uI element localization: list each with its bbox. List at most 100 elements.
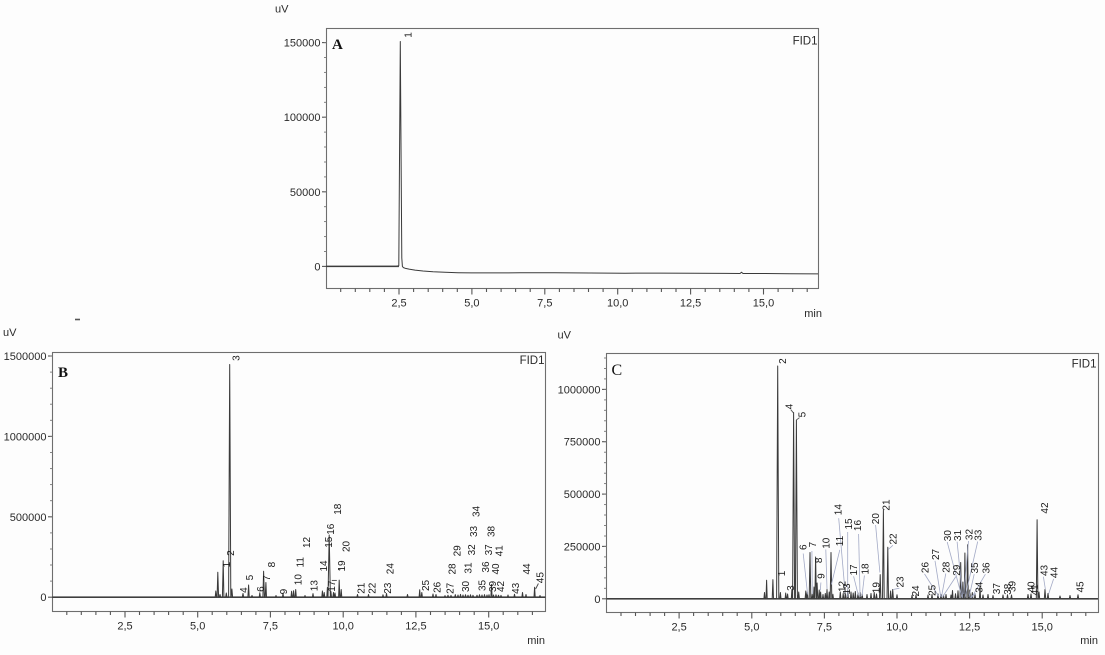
svg-text:5: 5 bbox=[798, 411, 809, 417]
svg-text:uV: uV bbox=[558, 330, 572, 342]
svg-text:19: 19 bbox=[872, 582, 883, 594]
svg-text:10,0: 10,0 bbox=[886, 621, 907, 633]
svg-text:42: 42 bbox=[496, 580, 507, 592]
svg-text:23: 23 bbox=[895, 576, 906, 588]
svg-text:41: 41 bbox=[494, 545, 505, 557]
svg-text:min: min bbox=[1080, 635, 1098, 647]
svg-text:7,5: 7,5 bbox=[817, 621, 832, 633]
svg-text:50000: 50000 bbox=[290, 187, 321, 199]
svg-text:5,0: 5,0 bbox=[744, 621, 759, 633]
svg-text:13: 13 bbox=[842, 583, 853, 595]
svg-text:25: 25 bbox=[421, 579, 432, 591]
svg-text:18: 18 bbox=[333, 503, 344, 515]
svg-text:17: 17 bbox=[327, 580, 338, 592]
svg-text:2,5: 2,5 bbox=[671, 621, 686, 633]
svg-text:7,5: 7,5 bbox=[263, 620, 278, 632]
svg-text:20: 20 bbox=[871, 513, 882, 525]
svg-text:22: 22 bbox=[889, 533, 900, 545]
svg-text:100000: 100000 bbox=[284, 112, 321, 124]
svg-text:41: 41 bbox=[1030, 584, 1041, 596]
svg-text:23: 23 bbox=[383, 582, 394, 594]
svg-text:15,0: 15,0 bbox=[478, 620, 499, 632]
svg-text:500000: 500000 bbox=[564, 489, 601, 501]
svg-text:0: 0 bbox=[40, 592, 46, 604]
svg-text:22: 22 bbox=[368, 582, 379, 594]
svg-text:36: 36 bbox=[981, 562, 992, 574]
svg-text:37: 37 bbox=[484, 544, 495, 556]
svg-text:5,0: 5,0 bbox=[190, 620, 205, 632]
svg-text:A: A bbox=[332, 37, 343, 53]
svg-text:15,0: 15,0 bbox=[1031, 621, 1052, 633]
svg-text:2,5: 2,5 bbox=[391, 297, 406, 309]
svg-text:40: 40 bbox=[491, 563, 502, 575]
svg-text:4: 4 bbox=[239, 587, 250, 593]
svg-text:C: C bbox=[612, 362, 623, 379]
svg-text:18: 18 bbox=[860, 563, 871, 575]
svg-text:11: 11 bbox=[835, 535, 846, 546]
svg-text:16: 16 bbox=[326, 523, 337, 535]
svg-text:B: B bbox=[58, 365, 68, 381]
svg-text:10: 10 bbox=[821, 537, 832, 549]
svg-text:43: 43 bbox=[511, 582, 522, 594]
svg-text:44: 44 bbox=[522, 563, 533, 575]
svg-text:8: 8 bbox=[814, 557, 825, 563]
svg-text:24: 24 bbox=[911, 585, 922, 597]
svg-text:14: 14 bbox=[319, 560, 330, 572]
svg-text:7: 7 bbox=[808, 541, 819, 547]
svg-text:34: 34 bbox=[975, 581, 986, 593]
svg-text:37: 37 bbox=[992, 583, 1003, 595]
svg-text:42: 42 bbox=[1040, 502, 1051, 514]
svg-text:1500000: 1500000 bbox=[4, 351, 47, 363]
svg-text:16: 16 bbox=[853, 520, 864, 532]
svg-text:25: 25 bbox=[928, 584, 939, 596]
svg-text:9: 9 bbox=[817, 573, 828, 579]
svg-text:44: 44 bbox=[1050, 567, 1061, 579]
svg-text:15,0: 15,0 bbox=[753, 297, 774, 309]
svg-text:33: 33 bbox=[974, 529, 985, 541]
svg-text:11: 11 bbox=[296, 557, 307, 568]
svg-text:150000: 150000 bbox=[284, 38, 321, 50]
svg-text:1000000: 1000000 bbox=[4, 431, 47, 443]
svg-text:min: min bbox=[527, 635, 545, 647]
svg-text:uV: uV bbox=[3, 327, 17, 339]
svg-text:3: 3 bbox=[231, 355, 242, 361]
svg-text:8: 8 bbox=[267, 561, 278, 567]
svg-text:1000000: 1000000 bbox=[558, 384, 601, 396]
svg-text:45: 45 bbox=[1075, 581, 1086, 593]
svg-text:10: 10 bbox=[293, 574, 304, 586]
svg-text:7: 7 bbox=[262, 575, 273, 581]
svg-text:26: 26 bbox=[432, 581, 443, 593]
svg-text:FID1: FID1 bbox=[1072, 359, 1097, 371]
svg-text:29: 29 bbox=[453, 545, 464, 557]
svg-text:12,5: 12,5 bbox=[680, 297, 701, 309]
svg-text:250000: 250000 bbox=[564, 541, 601, 553]
svg-text:26: 26 bbox=[920, 562, 931, 574]
svg-text:10,0: 10,0 bbox=[607, 297, 628, 309]
svg-text:39: 39 bbox=[1007, 580, 1018, 592]
svg-text:750000: 750000 bbox=[564, 437, 601, 449]
svg-text:0: 0 bbox=[314, 261, 320, 273]
svg-text:12,5: 12,5 bbox=[959, 621, 980, 633]
svg-text:27: 27 bbox=[446, 582, 457, 594]
svg-text:34: 34 bbox=[472, 505, 483, 517]
svg-text:33: 33 bbox=[469, 525, 480, 537]
svg-text:27: 27 bbox=[931, 548, 942, 560]
svg-text:1: 1 bbox=[777, 570, 788, 576]
svg-text:5,0: 5,0 bbox=[464, 297, 479, 309]
svg-text:FID1: FID1 bbox=[520, 355, 545, 367]
svg-text:uV: uV bbox=[275, 4, 289, 16]
svg-text:29: 29 bbox=[952, 564, 963, 576]
svg-text:1: 1 bbox=[404, 32, 415, 38]
svg-text:500000: 500000 bbox=[10, 512, 47, 524]
svg-text:31: 31 bbox=[953, 529, 964, 541]
svg-text:21: 21 bbox=[882, 499, 893, 511]
svg-text:21: 21 bbox=[357, 582, 368, 594]
svg-text:12: 12 bbox=[302, 536, 313, 548]
svg-text:14: 14 bbox=[834, 504, 845, 516]
svg-text:45: 45 bbox=[535, 572, 546, 584]
svg-text:17: 17 bbox=[849, 564, 860, 576]
svg-text:2: 2 bbox=[226, 550, 237, 556]
svg-text:15: 15 bbox=[324, 536, 335, 548]
svg-text:20: 20 bbox=[341, 540, 352, 552]
svg-text:2: 2 bbox=[778, 358, 789, 364]
